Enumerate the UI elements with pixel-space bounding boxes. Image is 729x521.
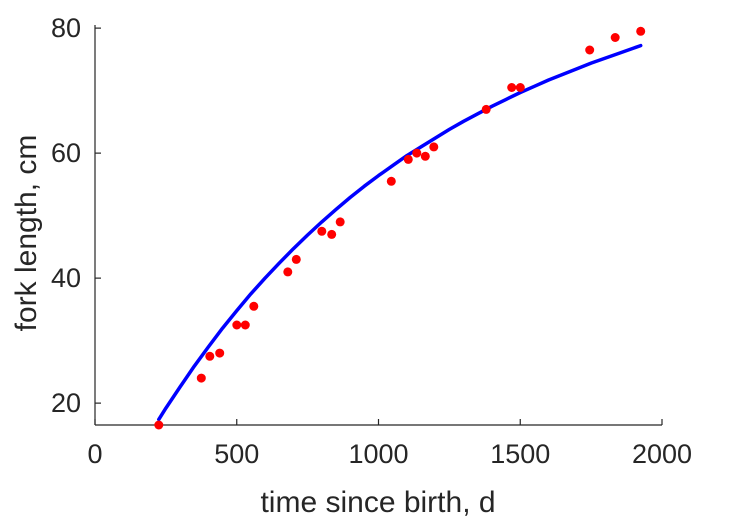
y-tick-label: 20 (51, 388, 81, 418)
data-point (327, 229, 337, 239)
data-point (515, 83, 525, 92)
data-point (585, 45, 595, 55)
x-axis-label: time since birth, d (260, 486, 495, 519)
data-point (205, 351, 215, 361)
y-axis-ticks: 20 40 60 80 (51, 13, 101, 418)
data-point (420, 151, 430, 161)
data-point (283, 267, 293, 277)
x-axis-ticks: 0 500 1000 1500 2000 (87, 419, 692, 469)
data-point (154, 420, 164, 430)
data-point (507, 83, 517, 92)
fit-curve (157, 43, 643, 422)
x-tick-label: 0 (87, 439, 102, 469)
data-point (291, 254, 301, 264)
data-point (481, 104, 491, 114)
x-tick-label: 1500 (490, 439, 550, 469)
data-point (232, 320, 242, 330)
data-point (386, 176, 396, 186)
data-point (412, 148, 422, 158)
data-points (154, 26, 646, 430)
y-tick-label: 60 (51, 138, 81, 168)
x-tick-label: 1000 (348, 439, 408, 469)
data-point (335, 217, 345, 227)
x-tick-label: 2000 (632, 439, 692, 469)
data-point (317, 226, 327, 236)
axes (94, 25, 662, 426)
y-axis-label: fork length, cm (10, 135, 43, 332)
data-point (429, 142, 439, 152)
data-point (403, 154, 413, 164)
data-point (610, 33, 620, 42)
data-point (215, 348, 225, 358)
y-tick-label: 40 (51, 263, 81, 293)
data-point (636, 26, 646, 36)
data-point (249, 301, 259, 311)
data-point (196, 373, 206, 383)
y-tick-label: 80 (51, 13, 81, 43)
data-point (240, 320, 250, 330)
x-tick-label: 500 (214, 439, 259, 469)
